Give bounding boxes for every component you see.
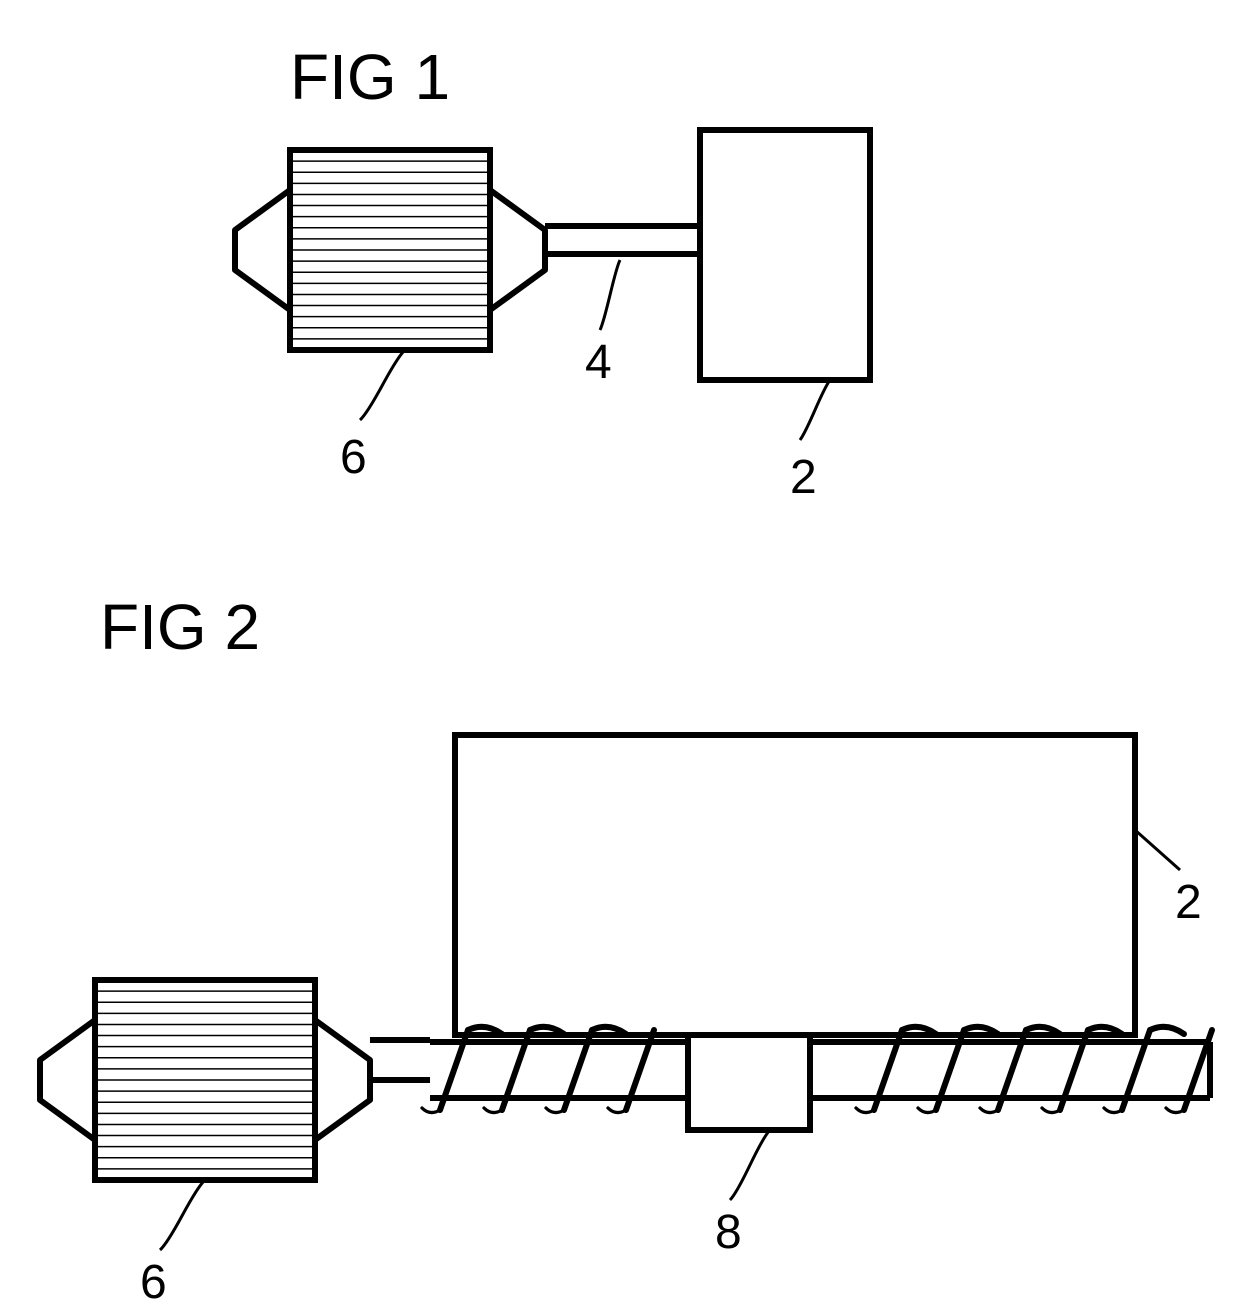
- fig2-ref-8: 8: [715, 1205, 742, 1260]
- fig1-ref-4: 4: [585, 335, 612, 390]
- fig1-label: FIG 1: [290, 40, 450, 114]
- fig2-ref-6: 6: [140, 1255, 167, 1310]
- fig1-ref-6: 6: [340, 430, 367, 485]
- fig1-ref-2: 2: [790, 450, 817, 505]
- fig2-label: FIG 2: [100, 590, 260, 664]
- fig2-ref-2: 2: [1175, 875, 1202, 930]
